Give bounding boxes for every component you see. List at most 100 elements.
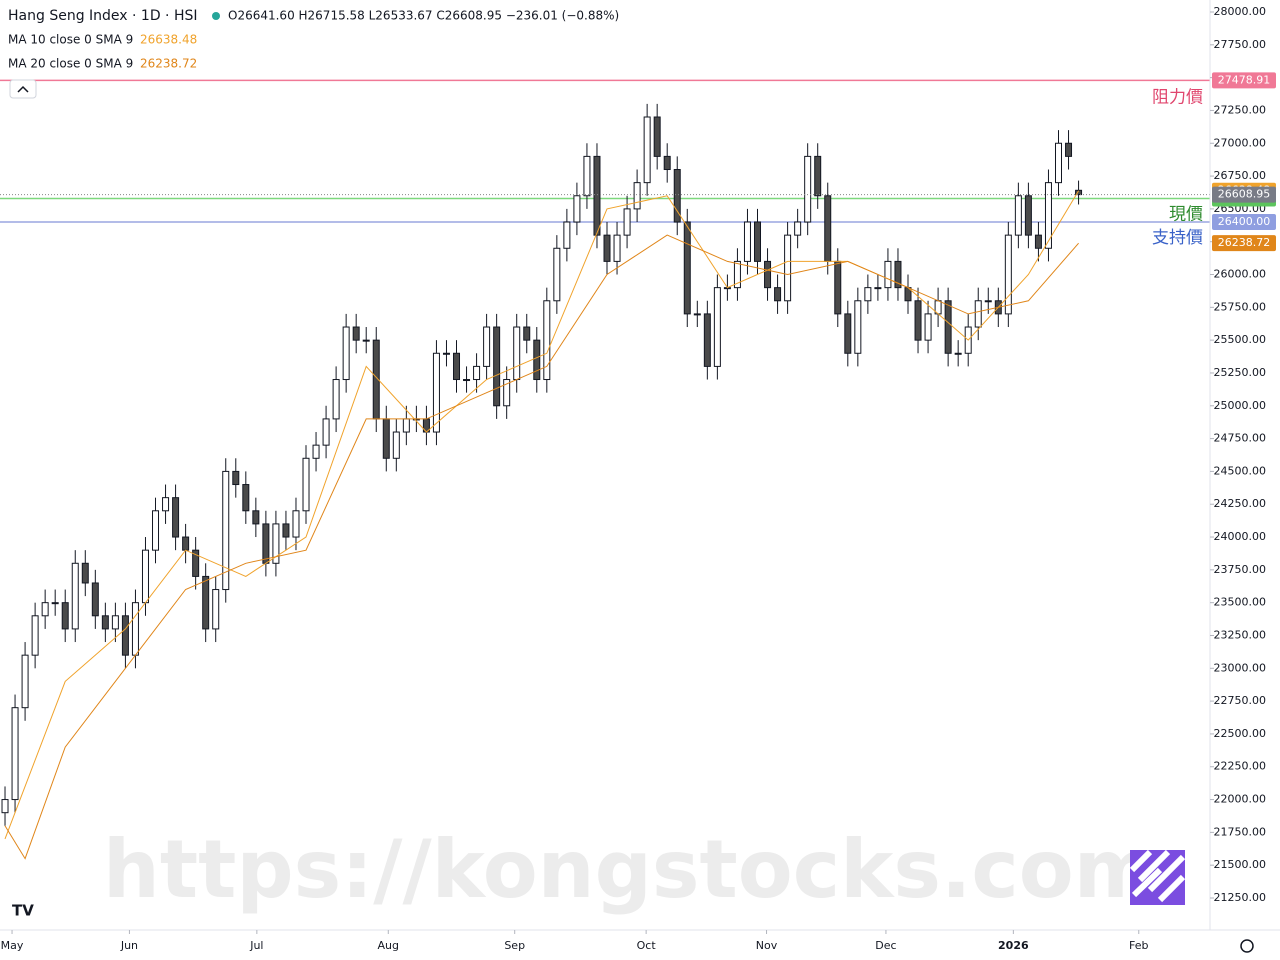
candle-body <box>914 300 922 341</box>
price-label-box <box>1212 186 1276 203</box>
candle-body <box>61 602 69 630</box>
x-tick-label: May <box>1 939 24 952</box>
collapse-icon <box>17 85 29 93</box>
candle-body <box>1044 182 1052 249</box>
candle-body <box>784 234 792 302</box>
candle-body <box>954 352 962 355</box>
x-tick-label: Oct <box>637 939 657 952</box>
candle-body <box>1014 195 1022 236</box>
candle-body <box>794 221 802 236</box>
candle-body <box>754 221 762 262</box>
y-tick-label: 25000.00 <box>1214 399 1267 412</box>
candle-body <box>483 326 491 367</box>
legend-value: 26238.72 <box>140 57 197 71</box>
x-tick-label: Nov <box>756 939 778 952</box>
candle-body <box>894 260 902 289</box>
candle-body <box>162 497 170 512</box>
candle-body <box>563 221 571 249</box>
y-tick-label: 21500.00 <box>1214 858 1267 871</box>
candle-body <box>1004 234 1012 315</box>
candle-body <box>352 326 360 341</box>
y-tick-label: 26000.00 <box>1214 268 1267 281</box>
y-tick-label: 23750.00 <box>1214 563 1267 576</box>
background: https://kongstocks.com <box>103 823 1186 916</box>
legend-name: MA 20 close 0 SMA 9 <box>8 57 133 71</box>
candle-body <box>202 575 210 630</box>
candle-body <box>152 510 160 551</box>
y-tick-label: 22000.00 <box>1214 793 1267 806</box>
candle-body <box>553 247 561 302</box>
candle-body <box>854 300 862 354</box>
candle-body <box>613 234 621 262</box>
y-tick-label: 24250.00 <box>1214 497 1267 510</box>
x-tick-label: 2026 <box>998 939 1029 952</box>
candle-body <box>713 287 721 367</box>
candle-body <box>453 352 461 381</box>
candle-body <box>774 287 782 302</box>
candle-body <box>663 155 671 171</box>
logo <box>1130 850 1185 905</box>
candle-body <box>653 116 661 157</box>
candle-body <box>392 431 400 459</box>
x-tick-label: Dec <box>875 939 896 952</box>
candle-body <box>733 260 741 289</box>
candle-body <box>1075 189 1083 196</box>
candle-body <box>232 470 240 486</box>
level-name: 阻力價 <box>1152 87 1203 107</box>
candle-body <box>743 221 751 262</box>
candle-body <box>282 523 290 538</box>
y-tick-label: 21750.00 <box>1214 825 1267 838</box>
candle-body <box>322 418 330 446</box>
settings-icon[interactable] <box>1240 939 1254 953</box>
y-tick-label: 24500.00 <box>1214 464 1267 477</box>
candle-body <box>41 602 49 617</box>
candle-body <box>844 313 852 354</box>
candle-body <box>141 549 149 604</box>
candle-body <box>1 799 9 814</box>
price-label-box <box>1212 214 1276 231</box>
candle-body <box>633 182 641 210</box>
candle-body <box>884 260 892 289</box>
candle-body <box>302 457 310 512</box>
candle-body <box>222 470 230 591</box>
candle-body <box>924 313 932 341</box>
level-name: 支持價 <box>1152 228 1203 248</box>
candle-body <box>493 326 501 407</box>
price-label: 26400.00 <box>1218 215 1271 228</box>
y-tick-label: 21250.00 <box>1214 891 1267 904</box>
candle-body <box>252 510 260 525</box>
candle-body <box>51 602 59 605</box>
y-tick-label: 27000.00 <box>1214 136 1267 149</box>
y-tick-label: 23250.00 <box>1214 628 1267 641</box>
candle-body <box>864 287 872 302</box>
candle-body <box>292 510 300 538</box>
candle-body <box>362 339 370 342</box>
tv-logo: TV <box>12 902 34 920</box>
candle-body <box>1054 142 1062 184</box>
candle-body <box>111 615 119 630</box>
candle-body <box>31 615 39 656</box>
candle-body <box>272 523 280 564</box>
legend-name: MA 10 close 0 SMA 9 <box>8 33 133 47</box>
x-tick-label: Feb <box>1129 939 1148 952</box>
y-tick-label: 24750.00 <box>1214 432 1267 445</box>
candle-body <box>603 234 611 262</box>
candle-body <box>683 221 691 315</box>
price-label: 27478.91 <box>1218 73 1271 86</box>
candle-body <box>573 195 581 223</box>
candle-body <box>121 615 129 656</box>
candle-body <box>442 352 450 355</box>
collapse-button[interactable] <box>9 79 37 99</box>
y-tick-label: 22750.00 <box>1214 694 1267 707</box>
candle-body <box>81 562 89 584</box>
candle-body <box>623 208 631 236</box>
candle-body <box>402 418 410 433</box>
candle-body <box>332 379 340 420</box>
candle-body <box>212 589 220 630</box>
candle-body <box>984 300 992 303</box>
candle-body <box>944 300 952 354</box>
watermark: https://kongstocks.com <box>103 823 1157 916</box>
candle-body <box>463 379 471 382</box>
candle-body <box>593 155 601 236</box>
